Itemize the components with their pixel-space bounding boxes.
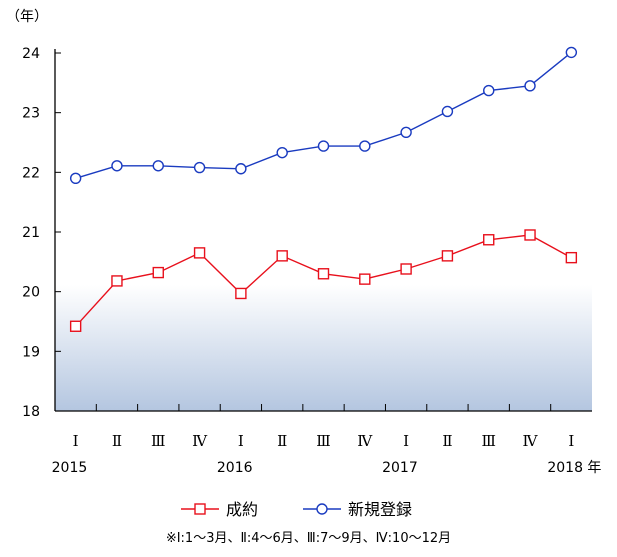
data-point-square — [524, 229, 536, 241]
data-point-circle — [524, 80, 536, 92]
data-point-square — [483, 234, 495, 246]
data-point-circle — [152, 160, 164, 172]
data-point-circle — [235, 163, 247, 175]
x-year-label: 2018 年 — [547, 460, 601, 476]
data-point-circle — [400, 126, 412, 139]
data-point-square — [441, 250, 454, 262]
data-point-square — [111, 275, 123, 287]
y-tick-label: 18 — [22, 404, 40, 420]
x-quarter-label: Ⅲ — [481, 432, 495, 450]
x-year-label: 2017 — [382, 460, 418, 476]
x-year-label: 2016 — [217, 460, 253, 476]
line-chart: （年） 18 19 20 21 22 23 24 Ⅰ Ⅱ Ⅲ Ⅳ Ⅰ Ⅱ Ⅲ Ⅳ Ⅰ Ⅱ Ⅲ Ⅳ Ⅰ 2015 2016 20… — [6, 9, 601, 519]
legend-item: 成約 — [181, 500, 258, 519]
y-tick-label: 22 — [22, 165, 40, 181]
x-quarter-label: Ⅳ — [192, 432, 208, 450]
data-point-circle — [359, 140, 371, 152]
data-point-square — [400, 263, 412, 275]
data-point-square — [276, 250, 288, 262]
data-point-square — [359, 273, 371, 285]
x-quarter-label: Ⅱ — [442, 432, 452, 450]
legend-label: 成約 — [226, 500, 258, 519]
x-quarter-label: Ⅱ — [277, 432, 287, 450]
data-point-circle — [111, 160, 123, 172]
x-quarter-label: Ⅳ — [523, 432, 539, 450]
x-quarter-label: Ⅰ — [73, 432, 79, 450]
x-quarter-label: Ⅰ — [568, 432, 574, 450]
x-quarter-label: Ⅲ — [151, 432, 165, 450]
y-tick-label: 19 — [22, 344, 40, 360]
legend-item: 新規登録 — [303, 500, 412, 519]
data-point-square — [235, 287, 247, 300]
data-point-square — [69, 320, 82, 332]
data-point-circle — [565, 46, 578, 59]
data-point-circle — [69, 172, 82, 185]
y-tick-label: 21 — [22, 225, 40, 241]
data-point-square — [317, 268, 330, 280]
data-point-circle — [317, 140, 330, 152]
y-tick-label: 24 — [22, 46, 40, 62]
y-tick-label: 23 — [22, 106, 40, 122]
data-point-square — [565, 251, 578, 264]
series-line — [75, 51, 572, 179]
legend-marker-circle — [316, 503, 328, 515]
x-year-label: 2015 — [52, 460, 88, 476]
data-point-circle — [276, 146, 288, 159]
x-quarter-label: Ⅰ — [403, 432, 409, 450]
data-point-circle — [193, 161, 206, 174]
x-quarter-label: Ⅳ — [357, 432, 373, 450]
x-quarter-label: Ⅰ — [238, 432, 244, 450]
y-unit-label: （年） — [6, 9, 48, 25]
legend-label: 新規登録 — [348, 500, 412, 519]
data-point-square — [193, 247, 206, 259]
data-point-circle — [441, 105, 454, 118]
plot-background — [55, 285, 592, 411]
footnote: ※Ⅰ:1～3月、Ⅱ:4～6月、Ⅲ:7～9月、Ⅳ:10～12月 — [165, 531, 452, 546]
data-point-square — [152, 266, 164, 279]
x-quarter-label: Ⅱ — [112, 432, 122, 450]
x-quarter-label: Ⅲ — [316, 432, 330, 450]
data-point-circle — [483, 84, 495, 97]
legend-marker-square — [194, 503, 206, 515]
y-tick-label: 20 — [22, 285, 40, 301]
